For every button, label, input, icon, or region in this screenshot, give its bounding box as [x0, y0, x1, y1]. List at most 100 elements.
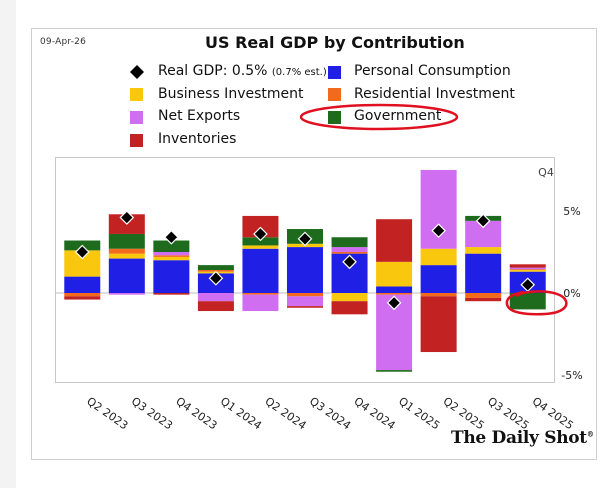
- bar-segment-government: [153, 240, 190, 252]
- legend-label-inventories: Inventories: [158, 131, 237, 147]
- gdp-marker: [208, 270, 224, 286]
- gdp-marker: [253, 226, 268, 242]
- bar-segment-government: [509, 293, 546, 310]
- x-tick-label: Q2 2023: [84, 395, 130, 433]
- bar-segment-net-exports: [108, 293, 145, 295]
- bar-segment-residential-investment: [64, 293, 101, 297]
- bar-segment-personal-consumption: [465, 253, 502, 293]
- bar-segment-government: [242, 237, 279, 246]
- legend-label-business-investment: Business Investment: [158, 86, 304, 102]
- bar-segment-personal-consumption: [153, 260, 190, 293]
- y-tick-label: -5%: [561, 369, 582, 382]
- gdp-markers-group: [74, 210, 536, 311]
- gdp-marker: [74, 244, 90, 260]
- left-margin-strip: [0, 0, 16, 488]
- bar-segment-net-exports: [509, 267, 546, 270]
- bar-segment-business-investment: [465, 247, 502, 254]
- legend-label-net-exports: Net Exports: [158, 108, 241, 124]
- bar-segment-residential-investment: [376, 293, 413, 295]
- bar-segment-business-investment: [420, 248, 457, 266]
- bar-segment-business-investment: [153, 256, 190, 261]
- brand-registered-mark: ®: [586, 429, 594, 439]
- gdp-marker: [119, 210, 135, 225]
- bar-segment-business-investment: [331, 293, 368, 302]
- bar-segment-business-investment: [108, 253, 145, 259]
- y-tick-label: 0%: [563, 287, 580, 300]
- bar-segment-government: [197, 265, 234, 271]
- bar-segment-residential-investment: [197, 270, 234, 272]
- bar-segment-business-investment: [509, 270, 546, 272]
- gdp-marker: [297, 231, 313, 247]
- bar-segment-residential-investment: [108, 248, 145, 254]
- bar-segment-personal-consumption: [108, 258, 145, 293]
- bar-segment-residential-investment: [420, 293, 457, 297]
- legend-label-government: Government: [354, 108, 442, 124]
- bar-segment-residential-investment: [242, 293, 279, 295]
- bar-segment-inventories: [197, 301, 234, 312]
- x-tick-label: Q1 2024: [218, 395, 264, 433]
- q4-2025-government-highlight-circle: [505, 290, 568, 316]
- bar-segment-inventories: [465, 297, 502, 302]
- x-tick-label: Q3 2024: [307, 395, 353, 433]
- legend-note-real-gdp: (0.7% est.): [271, 67, 327, 78]
- bar-segment-personal-consumption: [420, 265, 457, 293]
- bar-segment-inventories: [420, 296, 457, 353]
- bar-segment-net-exports: [242, 294, 279, 312]
- chart-date: 09-Apr-26: [40, 37, 86, 47]
- x-tick-label: Q4 2024: [352, 395, 398, 433]
- gdp-marker: [164, 229, 179, 245]
- x-tick-label: Q2 2025: [441, 395, 487, 433]
- brand-name: The Daily Shot: [451, 428, 587, 448]
- legend-swatch-inventories: [130, 134, 143, 147]
- x-tick-label: Q3 2023: [129, 395, 175, 433]
- bar-segment-business-investment: [376, 261, 413, 287]
- legend-swatch-government: [328, 111, 341, 124]
- legend-label-real-gdp: Real GDP: 0.5%: [158, 63, 268, 79]
- bar-segment-personal-consumption: [376, 286, 413, 293]
- gdp-marker: [431, 223, 446, 239]
- bar-segment-personal-consumption: [242, 248, 279, 293]
- gdp-marker: [386, 295, 402, 311]
- corner-quarter-label: Q4: [538, 166, 554, 179]
- bar-segment-residential-investment: [465, 293, 502, 298]
- bar-segment-government: [108, 233, 145, 249]
- plot-area-frame: [55, 157, 555, 383]
- legend-swatch-business-investment: [130, 88, 143, 101]
- bar-segment-inventories: [287, 306, 323, 308]
- bar-segment-government: [331, 237, 368, 248]
- bar-segment-residential-investment: [331, 252, 368, 254]
- bar-segment-personal-consumption: [287, 247, 323, 293]
- bar-segment-inventories: [331, 301, 368, 315]
- bar-segment-government: [376, 370, 413, 372]
- bar-segment-net-exports: [331, 247, 368, 252]
- gdp-marker: [342, 254, 357, 270]
- bar-segment-net-exports: [287, 296, 323, 307]
- legend-swatch-net-exports: [130, 111, 143, 124]
- legend-swatch-personal-consumption: [328, 66, 341, 79]
- x-tick-label: Q4 2023: [173, 395, 219, 433]
- bar-segment-inventories: [242, 215, 279, 238]
- legend-diamond-icon: [130, 65, 144, 79]
- legend-item-real-gdp: Real GDP: 0.5% (0.7% est.): [158, 63, 327, 79]
- y-ticks-group: 5% 0% -5%: [561, 205, 582, 382]
- x-tick-label: Q4 2025: [530, 395, 576, 433]
- legend-label-residential-investment: Residential Investment: [354, 86, 515, 102]
- bar-segment-personal-consumption: [64, 276, 101, 293]
- bars-group: [64, 170, 546, 372]
- bar-segment-residential-investment: [153, 255, 190, 257]
- x-tick-label: Q3 2025: [485, 395, 531, 433]
- brand-logo: The Daily Shot®: [451, 428, 594, 448]
- x-tick-label: Q1 2025: [396, 395, 442, 433]
- bar-segment-net-exports: [197, 293, 234, 302]
- legend-swatch-residential-investment: [328, 88, 341, 101]
- bar-segment-inventories: [64, 296, 101, 300]
- government-legend-highlight-ellipse: [299, 103, 459, 131]
- bar-segment-inventories: [153, 293, 190, 295]
- bar-segment-business-investment: [242, 245, 279, 249]
- bar-segment-residential-investment: [287, 293, 323, 297]
- bar-segment-net-exports: [153, 252, 190, 256]
- x-tick-label: Q2 2024: [262, 395, 308, 433]
